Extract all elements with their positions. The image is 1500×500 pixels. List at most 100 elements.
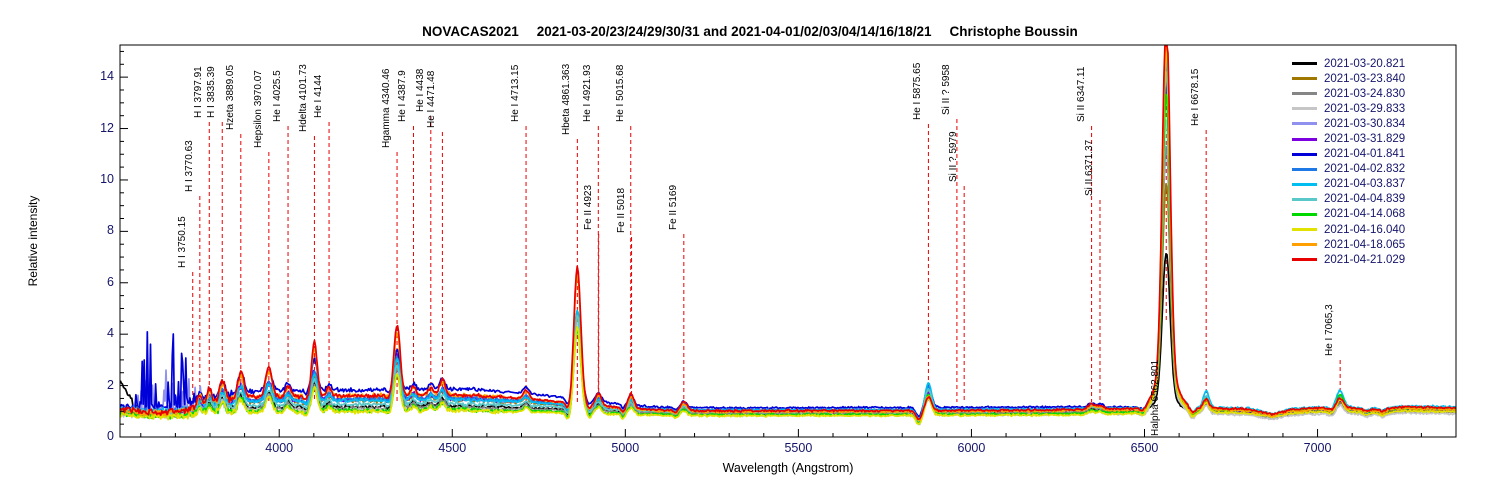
series-curve-2021-03-29.833 [120, 119, 1456, 426]
plot-frame [119, 44, 1457, 438]
spectral-line-label: H I 3750.15 [176, 216, 188, 268]
legend-item: 2021-04-16.040 [1292, 222, 1405, 237]
spectral-line-label: H I 3770.63 [183, 140, 195, 192]
spectral-line-label: Hdelta 4101.73 [298, 64, 310, 132]
legend-swatch [1292, 62, 1317, 66]
legend-swatch [1292, 197, 1317, 201]
spectral-line-label: Fe II 5169 [667, 184, 679, 230]
legend-item: 2021-03-31.829 [1292, 131, 1405, 146]
legend-label: 2021-03-29.833 [1324, 102, 1406, 115]
legend-item: 2021-03-23.840 [1292, 71, 1405, 86]
y-tick-label: 8 [107, 223, 114, 238]
spectral-line-label: Hgamma 4340.46 [381, 68, 393, 149]
legend-label: 2021-04-04.839 [1324, 193, 1406, 206]
legend-item: 2021-04-04.839 [1292, 192, 1405, 207]
spectral-line-label: Fe II 4923 [582, 184, 594, 230]
legend-swatch [1292, 152, 1317, 156]
legend-item: 2021-03-29.833 [1292, 101, 1405, 116]
legend-label: 2021-04-02.832 [1324, 163, 1406, 176]
legend-label: 2021-03-23.840 [1324, 72, 1406, 85]
legend-item: 2021-03-24.830 [1292, 86, 1405, 101]
y-tick-label: 12 [100, 120, 114, 135]
spectral-line-label: H I 3797.91 [193, 66, 205, 118]
y-tick-label: 4 [107, 326, 114, 341]
legend-label: 2021-03-20.821 [1324, 57, 1406, 70]
legend-swatch [1292, 167, 1317, 171]
legend-label: 2021-04-01.841 [1324, 148, 1406, 161]
legend-label: 2021-03-24.830 [1324, 87, 1406, 100]
spectral-line-label: Hzeta 3889.05 [224, 64, 236, 130]
series-curve-2021-03-31.829 [120, 81, 1456, 422]
legend-swatch [1292, 258, 1317, 262]
legend-label: 2021-04-18.065 [1324, 238, 1406, 251]
spectral-line-label: He I 5875.65 [912, 62, 924, 120]
legend-label: 2021-04-03.837 [1324, 178, 1406, 191]
title-project: NOVACAS2021 [422, 24, 519, 39]
series-curve-2021-03-24.830 [120, 145, 1456, 424]
y-tick-label: 14 [100, 69, 114, 84]
spectral-line-label: Si II ? 5958 [940, 64, 952, 115]
legend-swatch [1292, 122, 1317, 126]
legend-item: 2021-04-18.065 [1292, 237, 1405, 252]
spectral-line-label: He I 4387.9 [397, 70, 409, 122]
spectral-line-label: He I 7065,3 [1324, 304, 1336, 356]
spectral-line-label: He I 4713.15 [510, 64, 522, 122]
spectral-line-label: He I 4471.48 [426, 70, 438, 128]
x-tick-label: 5500 [784, 441, 813, 455]
spectral-line-label: Halpha 6562.801 [1150, 359, 1162, 436]
spectral-line-label: He I 4921.93 [582, 64, 594, 122]
legend-label: 2021-03-30.834 [1324, 117, 1406, 130]
series-curve-2021-04-21.029 [120, 45, 1456, 420]
x-tick-label: 6500 [1130, 441, 1159, 455]
title-dates: 2021-03-20/23/24/29/30/31 and 2021-04-01… [536, 24, 932, 39]
y-axis-title: Relative intensity [26, 195, 40, 287]
x-tick-label: 6000 [957, 441, 986, 455]
x-tick-label: 4500 [438, 441, 467, 455]
y-tick-label: 2 [107, 377, 114, 392]
y-tick-label: 6 [107, 274, 114, 289]
spectral-line-label: Si II 6371.37 [1083, 139, 1095, 196]
legend-swatch [1292, 137, 1317, 141]
legend: 2021-03-20.821 2021-03-23.840 2021-03-24.8… [1292, 56, 1405, 267]
y-tick-label: 0 [107, 429, 114, 443]
x-tick-label: 5000 [611, 441, 640, 455]
series-curve-2021-04-04.839 [120, 71, 1456, 423]
spectral-line-label: He I 4025.5 [272, 70, 284, 122]
legend-label: 2021-04-16.040 [1324, 223, 1406, 236]
legend-swatch [1292, 77, 1317, 81]
legend-item: 2021-04-01.841 [1292, 147, 1405, 162]
legend-swatch [1292, 182, 1317, 186]
series-curve-2021-04-01.841 [120, 86, 1456, 418]
legend-swatch [1292, 228, 1317, 232]
spectral-line-label: He I 6678.15 [1190, 68, 1202, 126]
spectral-line-label: Hepsilon 3970.07 [252, 70, 264, 148]
spectral-line-label: Fe II 5018 [615, 187, 627, 233]
y-tick-label: 10 [100, 171, 114, 186]
legend-swatch [1292, 212, 1317, 216]
legend-label: 2021-04-14.068 [1324, 208, 1406, 221]
spectral-line-label: Si II 6347.11 [1075, 66, 1087, 122]
legend-item: 2021-04-21.029 [1292, 252, 1405, 267]
spectral-line-markers [192, 50, 1341, 402]
legend-item: 2021-04-03.837 [1292, 177, 1405, 192]
spectral-line-label: He I 4144 [313, 74, 325, 118]
spectra-curves [120, 45, 1456, 426]
axis-ticks [120, 50, 1457, 437]
legend-swatch [1292, 243, 1317, 247]
series-curve-2021-03-30.834 [120, 92, 1456, 420]
legend-item: 2021-03-20.821 [1292, 56, 1405, 71]
spectral-line-label: Hbeta 4861.363 [561, 63, 573, 135]
x-axis-title: Wavelength (Angstrom) [722, 461, 854, 475]
legend-label: 2021-04-21.029 [1324, 253, 1406, 266]
series-curve-2021-04-02.832 [120, 67, 1456, 420]
legend-swatch [1292, 107, 1317, 111]
x-tick-label: 7000 [1303, 441, 1332, 455]
legend-item: 2021-03-30.834 [1292, 116, 1405, 131]
title-author: Christophe Boussin [949, 24, 1078, 39]
legend-swatch [1292, 92, 1317, 96]
x-tick-label: 4000 [265, 441, 294, 455]
spectral-line-label: He I 5015.68 [614, 64, 626, 122]
spectral-line-label: Si II ? 5979 [948, 131, 960, 182]
